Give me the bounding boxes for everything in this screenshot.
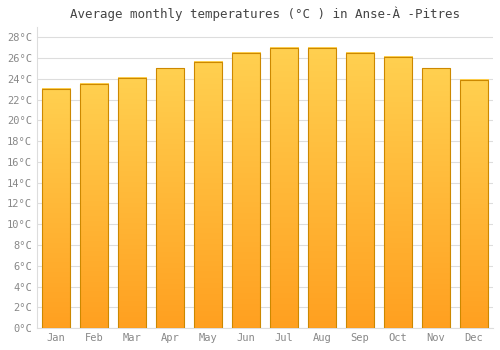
Bar (232, 53, 260, 328)
Bar (42, 89, 70, 328)
Bar (194, 62, 222, 328)
Bar (156, 68, 184, 328)
Bar (118, 78, 146, 328)
Bar (422, 68, 450, 328)
Title: Average monthly temperatures (°C ) in Anse-À -Pitres: Average monthly temperatures (°C ) in An… (70, 7, 460, 21)
Bar (346, 53, 374, 328)
Bar (308, 48, 336, 328)
Bar (308, 48, 336, 328)
Bar (384, 57, 412, 328)
Bar (118, 78, 146, 328)
Bar (270, 48, 298, 328)
Bar (232, 53, 260, 328)
Bar (270, 48, 298, 328)
Bar (460, 80, 488, 328)
Bar (422, 68, 450, 328)
Bar (384, 57, 412, 328)
Bar (80, 84, 108, 328)
Bar (346, 53, 374, 328)
Bar (194, 62, 222, 328)
Bar (156, 68, 184, 328)
Bar (460, 80, 488, 328)
Bar (42, 89, 70, 328)
Bar (80, 84, 108, 328)
